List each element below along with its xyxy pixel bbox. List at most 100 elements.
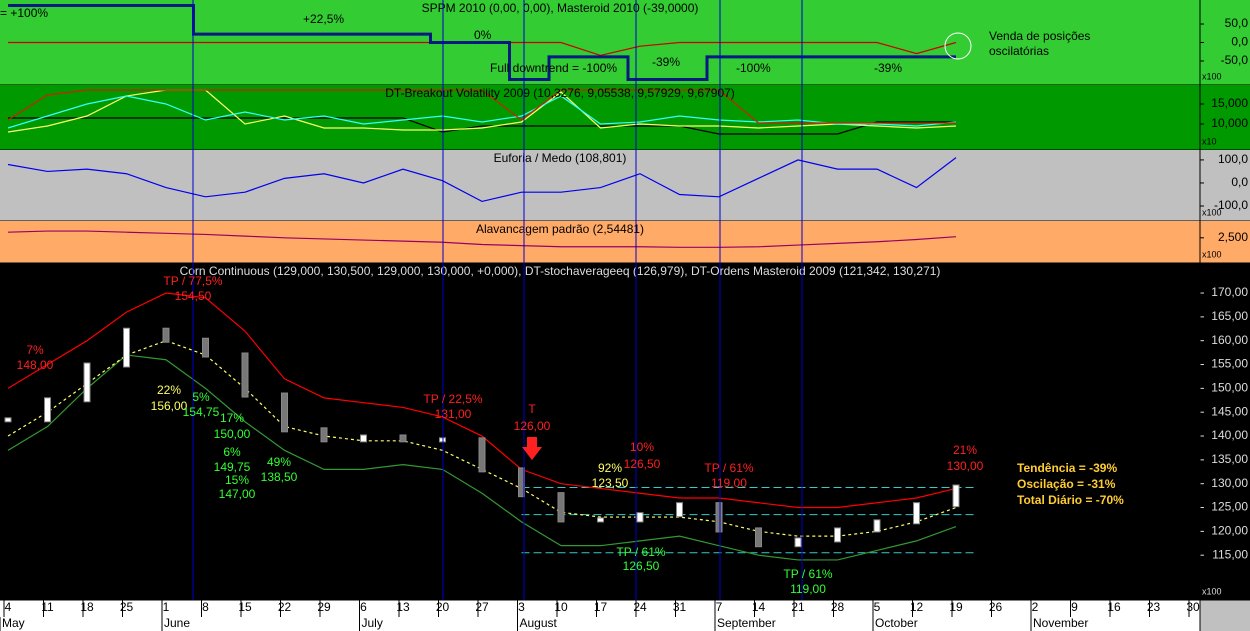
annotation: 0% [474,28,492,42]
panel-background [0,263,1200,600]
candle [241,352,249,398]
series-line [7,230,957,248]
candle [4,417,12,423]
annotation: 119,00 [790,582,826,596]
y-tick-label: 165,00 [1211,309,1248,323]
candle [913,502,920,525]
axis-column [1200,85,1250,150]
y-tick-label: 125,00 [1211,500,1248,514]
annotation: Oscilação = -31% [1017,477,1116,491]
annotation: 130,00 [947,459,984,473]
candle [834,527,841,543]
annotation: 21% [953,443,977,457]
y-tick-label: 140,00 [1211,428,1248,442]
candle [123,327,130,368]
annotation: TP / 77,5% [163,274,222,288]
candle [44,397,51,423]
series-line [7,354,957,561]
x-tick-label: 21 [791,600,805,614]
axis-column [1200,150,1250,221]
panel-title: Euforia / Medo (108,801) [494,151,627,165]
x-tick-label: 25 [120,600,134,614]
y-unit: x100 [1202,207,1222,217]
marker-circle [944,32,972,60]
y-tick-label: 160,00 [1211,333,1248,347]
x-tick-label: 17 [594,600,608,614]
annotation: 147,00 [219,487,256,501]
candle [399,434,407,443]
series-line [7,89,956,124]
series-line [7,292,957,509]
candle [676,502,683,518]
y-tick-label: 15,000 [1211,96,1248,110]
candle [320,427,328,443]
y-unit: x100 [1202,71,1222,81]
month-label: August [520,616,558,630]
annotation: 10% [630,440,654,454]
annotation: 154,50 [175,289,212,303]
y-tick-label: 130,00 [1211,476,1248,490]
x-tick-label: 7 [716,600,723,614]
x-tick-label: 4 [5,600,12,614]
x-tick-label: 22 [278,600,292,614]
panel-title: DT-Breakout Volatility 2009 (10,3276, 9,… [385,86,735,100]
y-tick-label: 170,00 [1211,285,1248,299]
x-tick-label: 12 [910,600,924,614]
annotation: 126,50 [624,457,661,471]
x-tick-label: 29 [317,600,331,614]
x-tick-label: 16 [1107,600,1121,614]
candle [715,502,723,533]
x-tick-label: 8 [202,600,209,614]
annotation: TP / 61% [783,567,832,581]
x-tick-label: 10 [554,600,568,614]
x-tick-label: 28 [831,600,845,614]
candle [281,392,288,433]
x-tick-label: 15 [238,600,252,614]
candle [83,362,91,403]
axis-column [1200,263,1250,600]
annotation: oscilatórias [989,44,1049,58]
x-tick-label: 6 [360,600,367,614]
y-unit: x10 [1202,136,1217,146]
x-tick-label: 5 [874,600,881,614]
y-tick-label: -100,0 [1214,198,1248,212]
annotation: -100% [736,61,771,75]
x-tick-label: 3 [518,600,525,614]
series-line [7,95,957,129]
annotation: 150,00 [214,427,251,441]
x-tick-label: 9 [1071,600,1078,614]
panel-background [0,221,1200,263]
panel-title: SPPM 2010 (0,00, 0,00), Masteroid 2010 (… [422,1,699,15]
candle [636,512,644,523]
annotation: 126,50 [623,559,660,573]
y-tick-label: 0,0 [1231,35,1248,49]
x-tick-label: 14 [752,600,766,614]
y-tick-label: 0,0 [1231,175,1248,189]
x-tick-label: 24 [633,600,647,614]
annotation: T [528,402,536,416]
y-tick-label: 150,00 [1211,381,1248,395]
panel-background [0,150,1200,221]
arrow [522,437,542,460]
annotation: 126,00 [514,419,551,433]
x-tick-label: 13 [396,600,410,614]
candle [557,492,565,523]
x-tick-label: 19 [949,600,963,614]
annotation: TP / 61% [704,461,753,475]
annotation: = +100% [0,6,48,20]
month-label: November [1033,616,1088,630]
x-tick-label: 18 [80,600,94,614]
annotation: +22,5% [303,12,344,26]
x-tick-label: 27 [475,600,489,614]
annotation: 17% [220,411,244,425]
x-axis-strip [0,600,1200,631]
y-tick-label: 2,500 [1218,230,1248,244]
y-tick-label: 155,00 [1211,357,1248,371]
annotation: 22% [157,383,181,397]
month-label: May [2,616,25,630]
annotation: 138,50 [261,470,298,484]
y-tick-label: 145,00 [1211,404,1248,418]
annotation: 123,50 [592,476,629,490]
x-tick-label: 30 [1186,600,1200,614]
